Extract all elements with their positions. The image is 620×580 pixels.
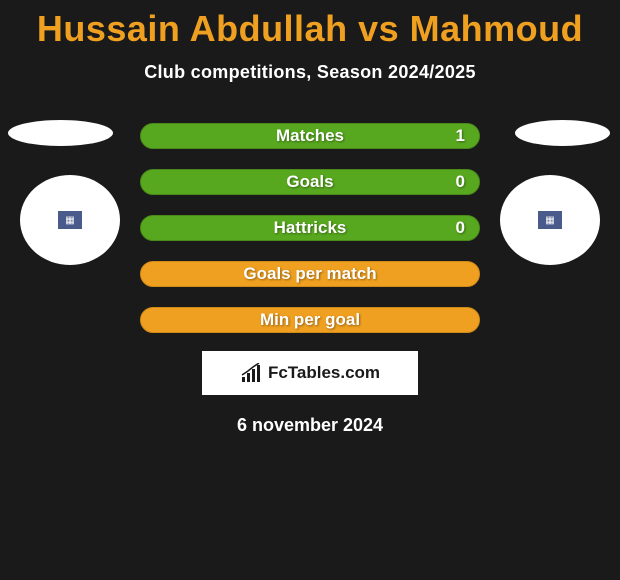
stat-label: Goals	[286, 172, 333, 192]
stat-row-hattricks: Hattricks 0	[140, 215, 480, 241]
stat-value: 0	[456, 172, 465, 192]
main-container: Hussain Abdullah vs Mahmoud Club competi…	[0, 0, 620, 436]
stat-label: Goals per match	[243, 264, 376, 284]
stat-label: Min per goal	[260, 310, 360, 330]
stat-row-min-per-goal: Min per goal	[140, 307, 480, 333]
footer-date: 6 november 2024	[0, 415, 620, 436]
stats-list: Matches 1 Goals 0 Hattricks 0 Goals per …	[0, 123, 620, 333]
stat-row-matches: Matches 1	[140, 123, 480, 149]
stat-label: Hattricks	[274, 218, 347, 238]
stat-value: 1	[456, 126, 465, 146]
subtitle: Club competitions, Season 2024/2025	[0, 62, 620, 83]
stat-label: Matches	[276, 126, 344, 146]
stat-value: 0	[456, 218, 465, 238]
brand-badge: FcTables.com	[202, 351, 418, 395]
stat-row-goals-per-match: Goals per match	[140, 261, 480, 287]
brand-chart-icon	[240, 363, 264, 383]
stat-row-goals: Goals 0	[140, 169, 480, 195]
page-title: Hussain Abdullah vs Mahmoud	[0, 8, 620, 50]
brand-text: FcTables.com	[268, 363, 380, 383]
